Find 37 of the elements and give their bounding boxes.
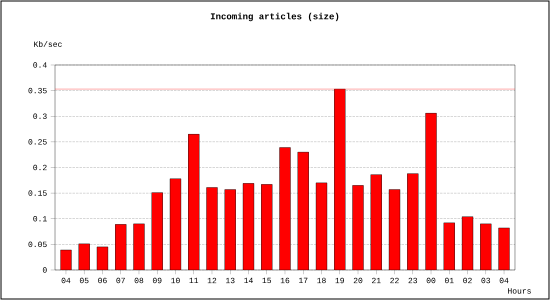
x-tick-label: 03 xyxy=(481,278,490,284)
x-tick-label: 11 xyxy=(190,278,198,284)
x-tick-label: 04 xyxy=(500,278,508,284)
x-tick-label: 01 xyxy=(444,278,454,284)
y-axis-title: Kb/sec xyxy=(34,41,62,47)
x-tick-label: 06 xyxy=(98,278,107,284)
x-tick-label: 21 xyxy=(372,278,381,284)
x-tick-label: 16 xyxy=(280,278,290,284)
chart-title: Incoming articles (size) xyxy=(210,12,338,22)
x-tick-label: 23 xyxy=(408,278,418,284)
x-tick-label: 15 xyxy=(262,278,272,284)
x-tick-label: 08 xyxy=(134,278,144,284)
x-tick-label: 09 xyxy=(152,278,162,284)
x-tick-label: 00 xyxy=(426,278,436,284)
y-tick-label: 0.35 xyxy=(28,88,47,94)
x-tick-label: 05 xyxy=(80,278,89,284)
x-tick-label: 17 xyxy=(299,278,308,284)
x-tick-label: 20 xyxy=(354,278,362,284)
x-tick-label: 22 xyxy=(390,278,399,284)
y-tick-label: 0.4 xyxy=(33,62,47,68)
y-tick-label: 0.1 xyxy=(33,216,47,222)
x-tick-label: 12 xyxy=(208,278,216,284)
x-tick-label: 19 xyxy=(336,278,344,284)
x-axis-title: Hours xyxy=(508,288,531,294)
x-tick-label: 18 xyxy=(317,278,326,284)
x-tick-label: 02 xyxy=(463,278,472,284)
y-tick-label: 0 xyxy=(42,267,47,273)
y-tick-label: 0.3 xyxy=(33,114,47,119)
y-tick-label: 0.25 xyxy=(28,139,47,145)
x-tick-label: 14 xyxy=(244,278,253,284)
y-tick-label: 0.15 xyxy=(28,190,47,196)
x-tick-label: 10 xyxy=(171,278,180,284)
y-tick-label: 0.05 xyxy=(28,242,47,248)
y-tick-label: 0.2 xyxy=(33,164,47,170)
x-tick-label: 07 xyxy=(116,278,125,284)
x-tick-label: 13 xyxy=(226,278,235,284)
x-tick-label: 04 xyxy=(62,278,70,284)
